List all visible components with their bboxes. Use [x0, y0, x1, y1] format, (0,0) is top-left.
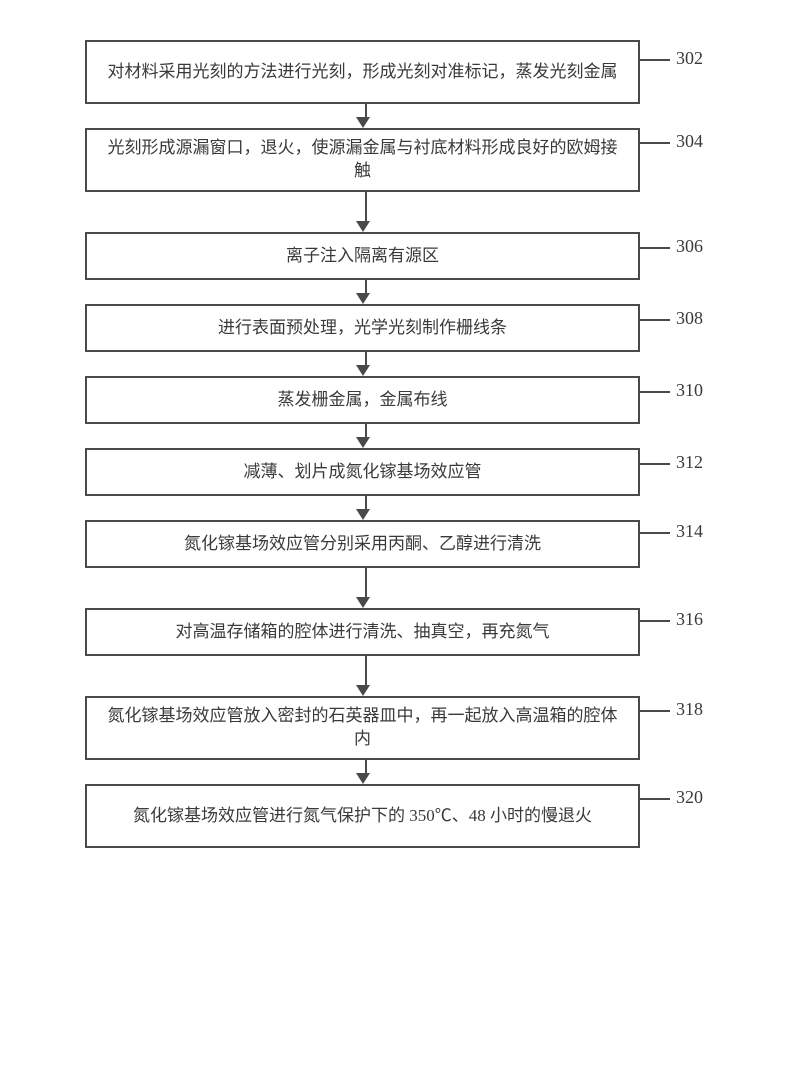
leader-line	[640, 142, 670, 144]
arrow-connector	[70, 104, 760, 128]
arrow-stem	[365, 760, 367, 773]
arrow-connector	[70, 424, 760, 448]
step-box: 氮化镓基场效应管进行氮气保护下的 350℃、48 小时的慢退火	[85, 784, 640, 848]
leader-line	[640, 532, 670, 534]
flow-step-316: 对高温存储箱的腔体进行清洗、抽真空，再充氮气 316	[70, 608, 760, 656]
step-label: 304	[676, 131, 736, 152]
arrow-head-icon	[356, 221, 370, 232]
step-text: 对高温存储箱的腔体进行清洗、抽真空，再充氮气	[176, 621, 550, 644]
flow-step-304: 光刻形成源漏窗口，退火，使源漏金属与衬底材料形成良好的欧姆接触 304	[70, 128, 760, 192]
flow-step-306: 离子注入隔离有源区 306	[70, 232, 760, 280]
arrow-connector	[70, 352, 760, 376]
step-box: 离子注入隔离有源区	[85, 232, 640, 280]
step-text: 氮化镓基场效应管分别采用丙酮、乙醇进行清洗	[184, 533, 541, 556]
step-label: 320	[676, 787, 736, 808]
arrow-stem	[365, 280, 367, 293]
arrow-stem	[365, 192, 367, 221]
arrow-stem	[365, 352, 367, 365]
step-text: 氮化镓基场效应管放入密封的石英器皿中，再一起放入高温箱的腔体内	[103, 705, 622, 751]
leader-line	[640, 59, 670, 61]
leader-line	[640, 391, 670, 393]
flowchart: 对材料采用光刻的方法进行光刻，形成光刻对准标记，蒸发光刻金属 302 光刻形成源漏窗…	[0, 0, 800, 888]
step-label: 302	[676, 48, 736, 69]
arrow-connector	[70, 760, 760, 784]
arrow-stem	[365, 496, 367, 509]
flow-step-320: 氮化镓基场效应管进行氮气保护下的 350℃、48 小时的慢退火 320	[70, 784, 760, 848]
step-box: 氮化镓基场效应管放入密封的石英器皿中，再一起放入高温箱的腔体内	[85, 696, 640, 760]
leader-line	[640, 710, 670, 712]
arrow-head-icon	[356, 773, 370, 784]
step-label: 318	[676, 699, 736, 720]
step-box: 对高温存储箱的腔体进行清洗、抽真空，再充氮气	[85, 608, 640, 656]
step-box: 氮化镓基场效应管分别采用丙酮、乙醇进行清洗	[85, 520, 640, 568]
leader-line	[640, 247, 670, 249]
arrow-head-icon	[356, 293, 370, 304]
flow-step-312: 减薄、划片成氮化镓基场效应管 312	[70, 448, 760, 496]
step-text: 光刻形成源漏窗口，退火，使源漏金属与衬底材料形成良好的欧姆接触	[103, 137, 622, 183]
leader-line	[640, 463, 670, 465]
step-text: 蒸发栅金属，金属布线	[278, 389, 448, 412]
flow-step-314: 氮化镓基场效应管分别采用丙酮、乙醇进行清洗 314	[70, 520, 760, 568]
step-label: 314	[676, 521, 736, 542]
step-label: 316	[676, 609, 736, 630]
arrow-connector	[70, 656, 760, 696]
arrow-head-icon	[356, 437, 370, 448]
step-label: 312	[676, 452, 736, 473]
flow-step-310: 蒸发栅金属，金属布线 310	[70, 376, 760, 424]
flow-step-308: 进行表面预处理，光学光刻制作栅线条 308	[70, 304, 760, 352]
arrow-stem	[365, 656, 367, 685]
leader-line	[640, 798, 670, 800]
arrow-head-icon	[356, 509, 370, 520]
arrow-head-icon	[356, 365, 370, 376]
arrow-head-icon	[356, 597, 370, 608]
step-label: 306	[676, 236, 736, 257]
step-text: 离子注入隔离有源区	[286, 245, 439, 268]
arrow-connector	[70, 280, 760, 304]
arrow-stem	[365, 424, 367, 437]
step-box: 进行表面预处理，光学光刻制作栅线条	[85, 304, 640, 352]
step-label: 310	[676, 380, 736, 401]
arrow-stem	[365, 104, 367, 117]
step-text: 减薄、划片成氮化镓基场效应管	[244, 461, 482, 484]
arrow-head-icon	[356, 117, 370, 128]
step-box: 蒸发栅金属，金属布线	[85, 376, 640, 424]
arrow-stem	[365, 568, 367, 597]
step-box: 减薄、划片成氮化镓基场效应管	[85, 448, 640, 496]
leader-line	[640, 319, 670, 321]
step-text: 进行表面预处理，光学光刻制作栅线条	[218, 317, 507, 340]
arrow-head-icon	[356, 685, 370, 696]
step-box: 光刻形成源漏窗口，退火，使源漏金属与衬底材料形成良好的欧姆接触	[85, 128, 640, 192]
flow-step-302: 对材料采用光刻的方法进行光刻，形成光刻对准标记，蒸发光刻金属 302	[70, 40, 760, 104]
step-text: 氮化镓基场效应管进行氮气保护下的 350℃、48 小时的慢退火	[133, 805, 592, 828]
step-text: 对材料采用光刻的方法进行光刻，形成光刻对准标记，蒸发光刻金属	[108, 61, 618, 84]
leader-line	[640, 620, 670, 622]
arrow-connector	[70, 568, 760, 608]
arrow-connector	[70, 496, 760, 520]
flow-step-318: 氮化镓基场效应管放入密封的石英器皿中，再一起放入高温箱的腔体内 318	[70, 696, 760, 760]
arrow-connector	[70, 192, 760, 232]
step-box: 对材料采用光刻的方法进行光刻，形成光刻对准标记，蒸发光刻金属	[85, 40, 640, 104]
step-label: 308	[676, 308, 736, 329]
